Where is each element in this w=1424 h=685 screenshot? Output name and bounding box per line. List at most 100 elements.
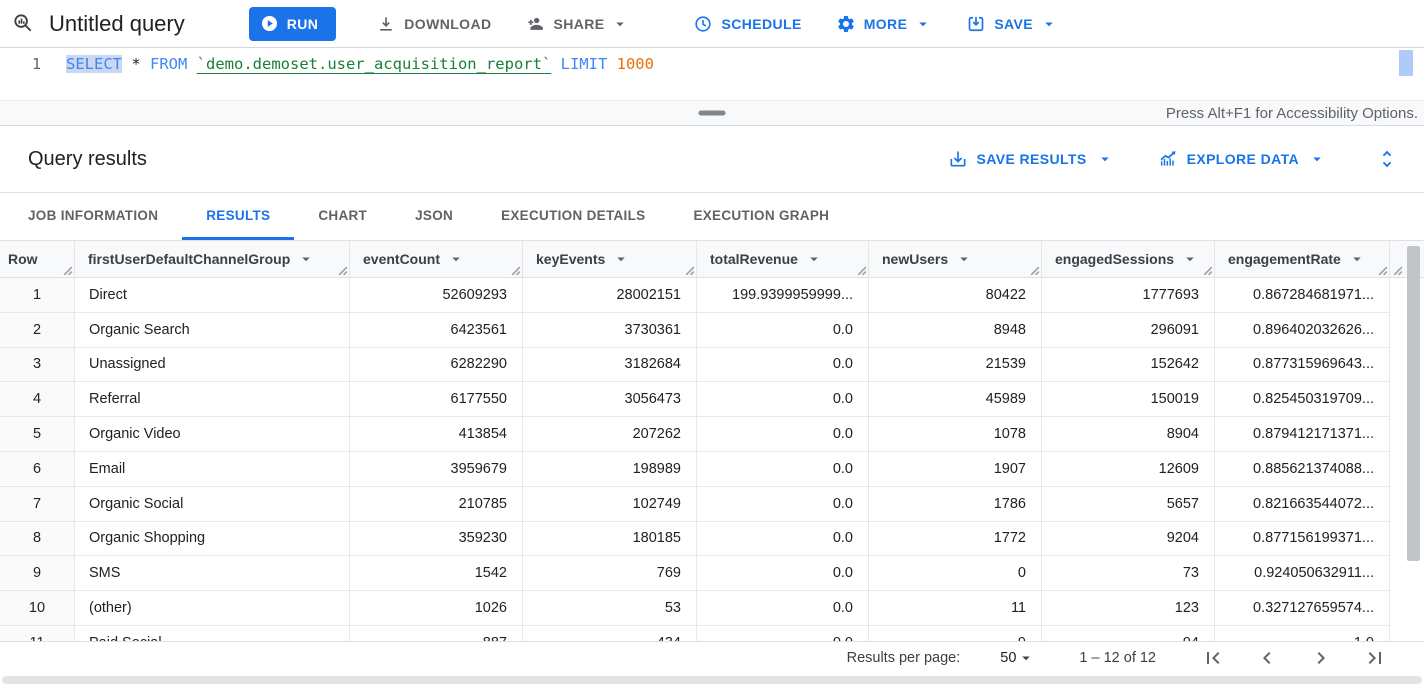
last-page-button[interactable] — [1362, 645, 1388, 671]
chevron-down-icon — [611, 15, 629, 33]
column-header-firstUserDefaultChannelGroup[interactable]: firstUserDefaultChannelGroup — [75, 241, 350, 277]
save-button[interactable]: SAVE — [956, 6, 1068, 42]
download-button[interactable]: DOWNLOAD — [366, 6, 501, 42]
column-menu-caret-icon[interactable] — [805, 250, 823, 268]
table-cell: 1078 — [869, 417, 1042, 451]
unfold-more-icon — [1376, 148, 1398, 170]
table-row: 11Paid Social8874340.09941.0 — [0, 625, 1390, 641]
horizontal-scrollbar-thumb[interactable] — [2, 676, 1422, 684]
table-cell: 199.9399959999... — [697, 278, 869, 312]
column-menu-caret-icon[interactable] — [1348, 250, 1366, 268]
share-button[interactable]: SHARE — [515, 6, 639, 42]
column-header-totalRevenue[interactable]: totalRevenue — [697, 241, 869, 277]
column-menu-caret-icon[interactable] — [955, 250, 973, 268]
table-cell: 12609 — [1042, 451, 1215, 486]
tab-job-information[interactable]: JOB INFORMATION — [28, 207, 159, 223]
table-horizontal-scrollbar[interactable] — [0, 676, 1424, 684]
line-number: 1 — [31, 55, 41, 73]
column-resize-handle[interactable] — [62, 265, 73, 276]
column-menu-caret-icon[interactable] — [447, 250, 465, 268]
table-cell: 413854 — [350, 417, 523, 451]
column-resize-handle[interactable] — [337, 265, 348, 276]
column-header-keyEvents[interactable]: keyEvents — [523, 241, 697, 277]
table-cell: Direct — [75, 278, 350, 312]
column-header-eventCount[interactable]: eventCount — [350, 241, 523, 277]
table-cell: 6423561 — [350, 312, 523, 347]
table-cell: 0.821663544072... — [1215, 486, 1390, 521]
save-results-button[interactable]: SAVE RESULTS — [948, 149, 1114, 169]
table-row: 10 (other) 1026 53 0.0 11 123 0.327127659574... — [0, 591, 1390, 626]
column-resize-handle[interactable] — [1377, 265, 1388, 276]
run-button[interactable]: RUN — [248, 6, 337, 41]
column-header-engagementRate[interactable]: engagementRate — [1215, 241, 1390, 277]
column-label: engagementRate — [1228, 251, 1341, 267]
editor-scrollbar-thumb[interactable] — [1399, 50, 1413, 76]
column-menu-caret-icon[interactable] — [1181, 250, 1199, 268]
pagination-bar: Results per page: 50 1 – 12 of 12 — [0, 641, 1424, 674]
column-label: engagedSessions — [1055, 251, 1175, 267]
table-cell: 0.0 — [697, 312, 869, 347]
row-number-cell: 1 — [0, 278, 75, 312]
table-vertical-scrollbar[interactable] — [1407, 246, 1420, 638]
chevron-left-icon — [1255, 646, 1279, 670]
table-cell: 6282290 — [350, 347, 523, 382]
table-cell: 887 — [350, 625, 523, 641]
column-resize-handle[interactable] — [856, 265, 867, 276]
more-button[interactable]: MORE — [826, 6, 943, 42]
column-menu-caret-icon[interactable] — [297, 250, 315, 268]
tab-results[interactable]: RESULTS — [182, 193, 295, 240]
column-header-engagedSessions[interactable]: engagedSessions — [1042, 241, 1215, 277]
table-cell: 0.867284681971... — [1215, 278, 1390, 312]
column-resize-handle[interactable] — [510, 265, 521, 276]
column-menu-caret-icon[interactable] — [612, 250, 630, 268]
explore-data-button[interactable]: EXPLORE DATA — [1158, 149, 1326, 169]
column-resize-handle[interactable] — [1392, 265, 1403, 276]
tab-execution-details[interactable]: EXECUTION DETAILS — [501, 207, 646, 223]
column-resize-handle[interactable] — [1202, 265, 1213, 276]
next-page-button[interactable] — [1308, 645, 1334, 671]
table-cell: 1772 — [869, 521, 1042, 556]
tab-chart[interactable]: CHART — [318, 207, 368, 223]
table-row: 8 Organic Shopping 359230 180185 0.0 1772 9204… — [0, 521, 1390, 557]
table-cell: 769 — [523, 556, 697, 591]
table-cell: 0.0 — [697, 521, 869, 556]
page-size-select[interactable]: 50 — [1000, 649, 1035, 667]
table-cell: 8948 — [869, 312, 1042, 347]
table-cell: 0.0 — [697, 486, 869, 521]
column-resize-handle[interactable] — [684, 265, 695, 276]
first-page-button[interactable] — [1200, 645, 1226, 671]
expand-results-button[interactable] — [1376, 148, 1398, 170]
sql-keyword-from: FROM — [150, 55, 197, 73]
table-cell: 0.0 — [697, 556, 869, 591]
tab-json[interactable]: JSON — [415, 207, 454, 223]
schedule-button[interactable]: SCHEDULE — [683, 6, 811, 42]
table-cell: 94 — [1042, 625, 1215, 641]
row-number-cell: 11 — [0, 625, 75, 641]
panel-resize-handle[interactable] — [698, 110, 726, 116]
table-cell: 0.885621374088... — [1215, 451, 1390, 486]
table-cell: 5657 — [1042, 486, 1215, 521]
table-cell: 1026 — [350, 591, 523, 625]
table-cell: Unassigned — [75, 347, 350, 382]
column-header-Row: Row — [0, 241, 75, 277]
vertical-scrollbar-thumb[interactable] — [1407, 246, 1420, 561]
last-page-icon — [1363, 646, 1387, 670]
sql-number-literal: 1000 — [616, 55, 654, 73]
results-table: Row firstUserDefaultChannelGroup eventCoun… — [0, 241, 1424, 641]
query-results-header: Query results SAVE RESULTS EXPLORE DATA — [0, 126, 1424, 193]
sql-code-line: SELECT * FROM `demo.demoset.user_acquisi… — [54, 48, 654, 100]
table-cell: 210785 — [350, 486, 523, 521]
table-cell: 0.825450319709... — [1215, 382, 1390, 417]
table-cell: 359230 — [350, 521, 523, 556]
column-resize-handle[interactable] — [1029, 265, 1040, 276]
column-header-newUsers[interactable]: newUsers — [869, 241, 1042, 277]
row-number-cell: 2 — [0, 312, 75, 347]
previous-page-button[interactable] — [1254, 645, 1280, 671]
table-cell: 28002151 — [523, 278, 697, 312]
sql-editor[interactable]: 1 SELECT * FROM `demo.demoset.user_acqui… — [0, 48, 1424, 100]
tab-execution-graph[interactable]: EXECUTION GRAPH — [693, 207, 830, 223]
editor-status-strip: Press Alt+F1 for Accessibility Options. — [0, 100, 1424, 126]
sql-table-reference[interactable]: `demo.demoset.user_acquisition_report` — [196, 55, 552, 73]
table-cell: 52609293 — [350, 278, 523, 312]
play-icon — [260, 14, 279, 33]
